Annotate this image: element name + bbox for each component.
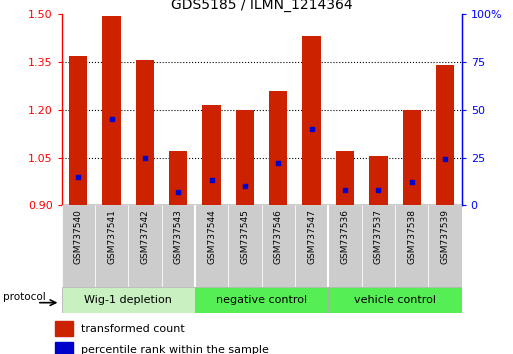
Text: GSM737539: GSM737539	[441, 209, 449, 264]
Bar	[428, 205, 462, 287]
Bar	[328, 287, 462, 313]
Text: protocol: protocol	[3, 292, 46, 302]
Text: negative control: negative control	[216, 295, 307, 305]
Bar	[328, 205, 362, 287]
Text: Wig-1 depletion: Wig-1 depletion	[84, 295, 172, 305]
Bar	[369, 156, 387, 205]
Bar	[336, 151, 354, 205]
Text: GSM737540: GSM737540	[74, 209, 83, 264]
Bar	[103, 16, 121, 205]
Title: GDS5185 / ILMN_1214364: GDS5185 / ILMN_1214364	[171, 0, 352, 12]
Bar	[395, 205, 428, 287]
Bar	[62, 205, 95, 287]
Text: GSM737547: GSM737547	[307, 209, 316, 264]
Bar	[95, 205, 128, 287]
Bar	[169, 151, 187, 205]
Bar	[203, 105, 221, 205]
Bar	[295, 205, 328, 287]
Bar	[228, 205, 262, 287]
Text: transformed count: transformed count	[81, 324, 185, 334]
Text: GSM737538: GSM737538	[407, 209, 416, 264]
Bar	[195, 287, 328, 313]
Text: GSM737544: GSM737544	[207, 209, 216, 264]
Text: GSM737546: GSM737546	[274, 209, 283, 264]
Text: percentile rank within the sample: percentile rank within the sample	[81, 345, 269, 354]
Text: GSM737545: GSM737545	[241, 209, 249, 264]
Bar	[162, 205, 195, 287]
Bar	[62, 287, 195, 313]
Bar	[403, 110, 421, 205]
Text: GSM737542: GSM737542	[141, 209, 149, 264]
Text: GSM737536: GSM737536	[341, 209, 349, 264]
Bar	[262, 205, 295, 287]
Bar	[269, 91, 287, 205]
Text: GSM737541: GSM737541	[107, 209, 116, 264]
Bar	[436, 65, 454, 205]
Text: vehicle control: vehicle control	[354, 295, 436, 305]
Bar	[55, 342, 73, 354]
Bar	[69, 56, 87, 205]
Text: GSM737537: GSM737537	[374, 209, 383, 264]
Bar	[236, 110, 254, 205]
Bar	[195, 205, 228, 287]
Bar	[128, 205, 162, 287]
Bar	[362, 205, 395, 287]
Text: GSM737543: GSM737543	[174, 209, 183, 264]
Bar	[136, 61, 154, 205]
Bar	[55, 321, 73, 336]
Bar	[303, 36, 321, 205]
